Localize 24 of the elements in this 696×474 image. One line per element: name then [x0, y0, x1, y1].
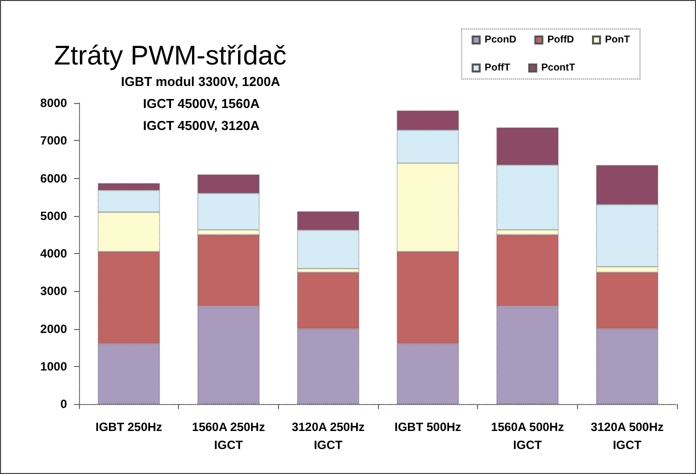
y-tick-label: 5000: [40, 208, 68, 223]
x-tick-label: IGBT 500Hz: [394, 420, 462, 434]
y-tick-label: 7000: [40, 134, 68, 148]
y-tick-label: 8000: [40, 96, 68, 110]
legend-label: PconD: [484, 34, 516, 46]
annotation: IGCT 4500V, 1560A: [143, 96, 260, 111]
y-tick-label: 2000: [40, 322, 68, 336]
x-tick-label: 1560A 500Hz IGCT: [491, 420, 564, 452]
legend-label: PoffD: [547, 34, 574, 46]
annotation: IGCT 4500V, 3120A: [143, 118, 260, 133]
x-tick-label: 3120A 500Hz IGCT: [590, 420, 664, 452]
legend-label: PonT: [605, 34, 630, 46]
text: IGBT modul 3300V, 1200A: [121, 74, 281, 89]
y-tick-label: 4000: [40, 246, 68, 260]
y-tick-label: 0: [60, 397, 68, 411]
y-tick-label: 3000: [40, 284, 68, 298]
x-tick-label: IGBT 250Hz: [95, 420, 162, 434]
chart-title: Ztráty PWM-střídač: [54, 40, 287, 70]
legend-label: PoffT: [484, 62, 510, 74]
x-tick-label: 1560A 250Hz IGCT: [192, 420, 265, 452]
y-tick-label: 6000: [40, 171, 68, 186]
x-tick-label: 3120A 250Hz IGCT: [292, 420, 365, 452]
legend-label: PcontT: [541, 62, 576, 74]
y-tick-label: 1000: [40, 359, 68, 374]
